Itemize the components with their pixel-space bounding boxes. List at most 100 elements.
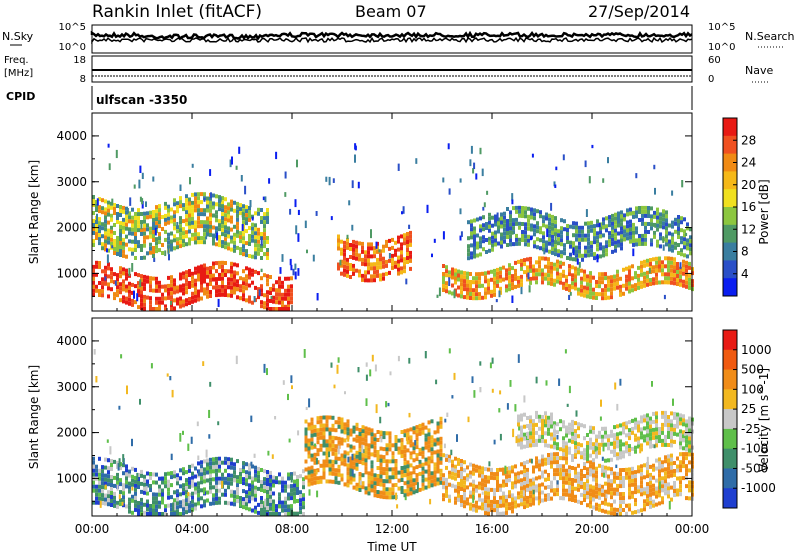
heatmap-cell (659, 236, 662, 241)
heatmap-cell (631, 446, 634, 451)
heatmap-cell (514, 284, 517, 289)
heatmap-cell (334, 428, 338, 433)
heatmap-cell (152, 500, 155, 505)
heatmap-cell (248, 210, 251, 214)
heatmap-cell (499, 278, 502, 283)
heatmap-cell (328, 467, 332, 472)
heatmap-cell (191, 491, 194, 496)
heatmap-cell (370, 464, 374, 469)
heatmap-cell (591, 144, 594, 149)
heatmap-cell (349, 243, 352, 247)
heatmap-cell (164, 512, 167, 516)
heatmap-cell (364, 278, 367, 283)
heatmap-cell (107, 474, 110, 479)
heatmap-cell (493, 288, 496, 293)
heatmap-cell (421, 474, 425, 479)
heatmap-cell (511, 282, 514, 287)
heatmap-cell (290, 484, 293, 489)
heatmap-cell (586, 445, 589, 449)
heatmap-cell (107, 282, 110, 287)
heatmap-cell (355, 466, 359, 471)
heatmap-cell (484, 295, 487, 300)
heatmap-cell (664, 459, 667, 464)
heatmap-cell (281, 254, 284, 262)
heatmap-cell (421, 426, 425, 431)
heatmap-cell (131, 239, 134, 244)
heatmap-cell (496, 212, 499, 221)
heatmap-cell (134, 220, 137, 224)
heatmap-cell (583, 277, 586, 282)
heatmap-cell (272, 307, 275, 311)
heatmap-cell (562, 492, 565, 497)
heatmap-cell (472, 467, 475, 472)
heatmap-cell (644, 237, 647, 242)
heatmap-cell (288, 438, 291, 443)
heatmap-cell (394, 471, 398, 475)
heatmap-cell (343, 260, 346, 265)
heatmap-cell (658, 461, 661, 466)
heatmap-cell (634, 482, 637, 487)
heatmap-cell (254, 505, 257, 510)
heatmap-cell (251, 488, 254, 493)
heatmap-cell (638, 210, 641, 214)
heatmap-cell (610, 457, 613, 462)
heatmap-cell (128, 469, 131, 474)
heatmap-cell (565, 476, 568, 481)
heatmap-cell (473, 162, 476, 170)
heatmap-cell (218, 460, 221, 465)
heatmap-cell (382, 467, 386, 472)
heatmap-cell (605, 240, 608, 245)
heatmap-cell (379, 430, 383, 435)
heatmap-cell (101, 222, 104, 227)
heatmap-cell (358, 472, 362, 476)
heatmap-cell (221, 220, 224, 225)
heatmap-cell (550, 202, 553, 211)
heatmap-cell (209, 266, 212, 270)
heatmap-cell (616, 273, 619, 278)
heatmap-cell (659, 220, 662, 225)
heatmap-cell (433, 442, 437, 447)
heatmap-cell (520, 274, 523, 279)
heatmap-cell (227, 281, 230, 286)
heatmap-cell (131, 438, 133, 447)
heatmap-cell (526, 459, 529, 464)
heatmap-cell (149, 472, 152, 476)
heatmap-cell (95, 224, 98, 228)
heatmap-cell (122, 241, 125, 246)
heatmap-cell (343, 268, 346, 273)
heatmap-cell (433, 462, 437, 467)
heatmap-cell (266, 256, 269, 260)
heatmap-cell (104, 477, 107, 482)
heatmap-cell (382, 459, 386, 464)
heatmap-cell (197, 277, 200, 282)
heatmap-cell (295, 225, 298, 235)
heatmap-cell (643, 434, 646, 439)
heatmap-cell (313, 428, 317, 433)
heatmap-cell (637, 265, 640, 270)
heatmap-cell (535, 260, 538, 265)
heatmap-cell (263, 228, 266, 233)
heatmap-cell (146, 483, 149, 488)
heatmap-cell (233, 274, 236, 279)
heatmap-cell (622, 476, 625, 480)
heatmap-cell (587, 225, 590, 230)
heatmap-cell (620, 242, 623, 247)
heatmap-cell (197, 265, 200, 270)
heatmap-cell (520, 258, 523, 263)
heatmap-cell (164, 304, 167, 309)
colorbar-segment (723, 488, 737, 509)
heatmap-cell (556, 456, 559, 461)
heatmap-cell (616, 507, 619, 512)
heatmap-cell (176, 289, 179, 294)
heatmap-cell (185, 502, 188, 507)
heatmap-cell (482, 227, 485, 232)
heatmap-cell (511, 199, 514, 205)
heatmap-cell (107, 286, 110, 291)
heatmap-cell (287, 484, 290, 489)
heatmap-cell (667, 458, 670, 463)
heatmap-cell (347, 456, 350, 463)
heatmap-cell (634, 478, 637, 483)
heatmap-cell (95, 264, 98, 269)
heatmap-cell (92, 272, 95, 277)
